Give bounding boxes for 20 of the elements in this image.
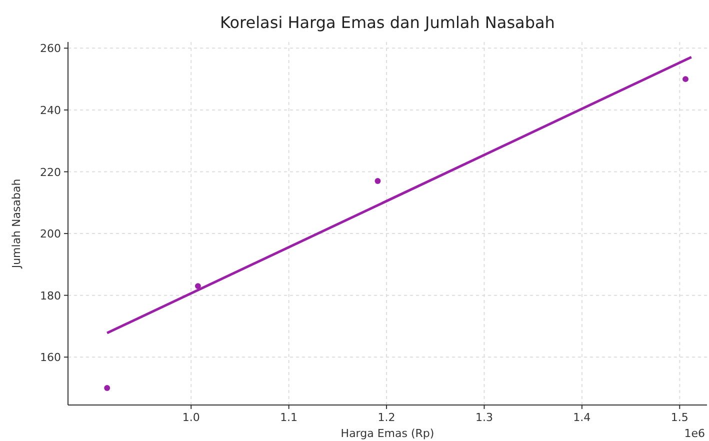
x-tick-label: 1.1 (280, 411, 298, 424)
x-tick-label: 1.4 (573, 411, 591, 424)
x-tick-label: 1.3 (475, 411, 493, 424)
point (682, 76, 688, 82)
x-tick-label: 1.5 (670, 411, 688, 424)
y-tick-label: 160 (40, 351, 61, 364)
text: 1e6 (684, 427, 705, 440)
y-tick-label: 220 (40, 166, 61, 179)
x-tick-label: 1.0 (182, 411, 200, 424)
y-tick-label: 200 (40, 228, 61, 241)
y-tick-label: 240 (40, 104, 61, 117)
point (104, 385, 110, 391)
point (194, 283, 201, 290)
x-axis-title: Harga Emas (Rp) (340, 427, 434, 440)
y-tick-label: 260 (40, 42, 61, 56)
point (374, 178, 381, 184)
y-axis-title: Jumlah Nasabah (10, 178, 23, 270)
chart-title: Korelasi Harga Emas dan Jumlah Nasabah (220, 13, 555, 32)
x-tick-label: 1.2 (378, 411, 396, 424)
y-tick-label: 180 (40, 289, 61, 302)
